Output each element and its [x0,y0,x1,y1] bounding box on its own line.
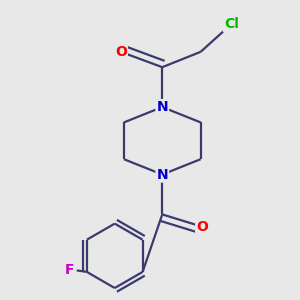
Text: F: F [65,263,75,278]
Text: O: O [196,220,208,234]
Text: N: N [157,167,168,182]
Text: N: N [157,100,168,114]
Text: O: O [115,45,127,59]
Text: Cl: Cl [224,17,239,31]
